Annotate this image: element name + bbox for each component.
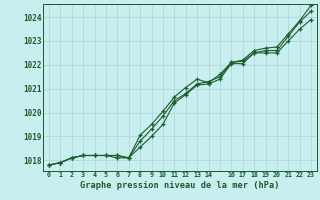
X-axis label: Graphe pression niveau de la mer (hPa): Graphe pression niveau de la mer (hPa) [80,181,280,190]
